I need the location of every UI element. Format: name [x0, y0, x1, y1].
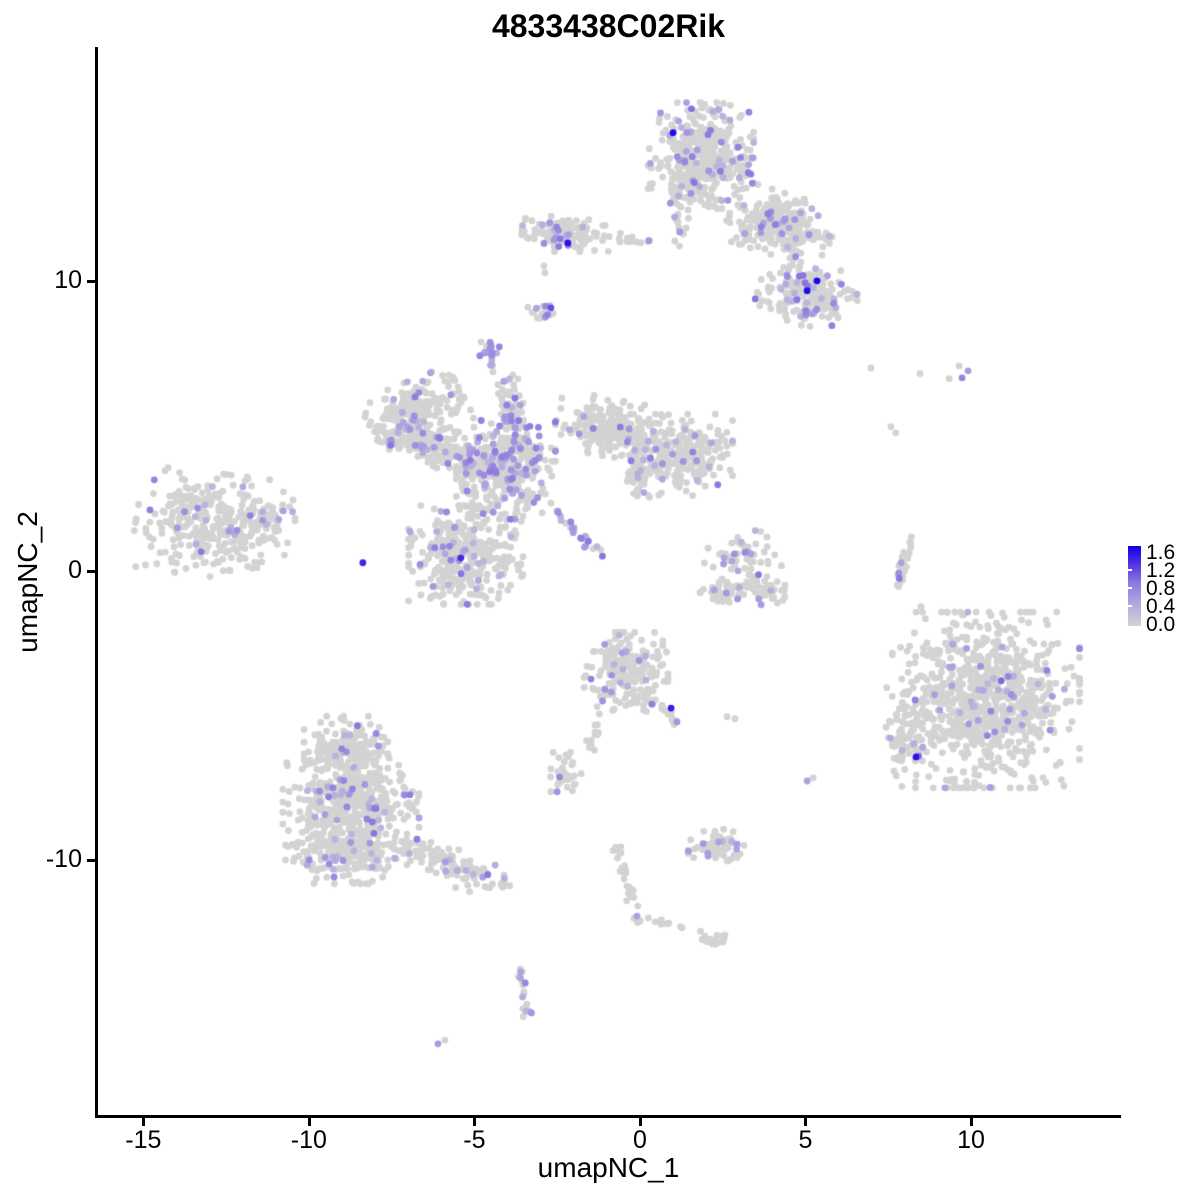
- legend-tick-label: 0.8: [1146, 577, 1176, 600]
- x-tick-mark: [473, 1118, 477, 1126]
- y-tick-label: 10: [54, 266, 82, 295]
- legend-tick-mark: [1128, 569, 1132, 571]
- y-tick-mark: [87, 569, 95, 573]
- y-tick-label: -10: [45, 845, 82, 874]
- x-axis-line: [95, 1115, 1121, 1118]
- x-tick-mark: [307, 1118, 311, 1126]
- x-tick-mark: [804, 1118, 808, 1126]
- y-tick-mark: [87, 859, 95, 863]
- y-tick-label: 0: [68, 555, 82, 584]
- y-axis-line: [95, 47, 98, 1118]
- x-tick-label: 10: [957, 1126, 985, 1154]
- y-tick-mark: [87, 280, 95, 284]
- legend-colorbar: [1128, 546, 1141, 626]
- legend-tick-label: 1.2: [1146, 559, 1176, 582]
- x-tick-label: 5: [798, 1126, 813, 1154]
- x-tick-label: 0: [632, 1126, 647, 1154]
- y-axis-title: umapNC_2: [12, 511, 43, 653]
- x-tick-label: -15: [125, 1126, 162, 1154]
- plot-title: 4833438C02Rik: [491, 8, 726, 44]
- x-tick-mark: [970, 1118, 974, 1126]
- legend-tick-mark: [1128, 605, 1132, 607]
- x-tick-label: -5: [463, 1126, 486, 1154]
- x-tick-label: -10: [290, 1126, 327, 1154]
- legend-tick-label: 0.4: [1146, 595, 1176, 618]
- x-axis-title: umapNC_1: [537, 1152, 680, 1183]
- legend-tick-label: 0.0: [1146, 613, 1176, 636]
- x-tick-mark: [142, 1118, 146, 1126]
- legend-tick-mark: [1128, 587, 1132, 589]
- legend-tick-label: 1.6: [1146, 541, 1176, 564]
- x-tick-mark: [638, 1118, 642, 1126]
